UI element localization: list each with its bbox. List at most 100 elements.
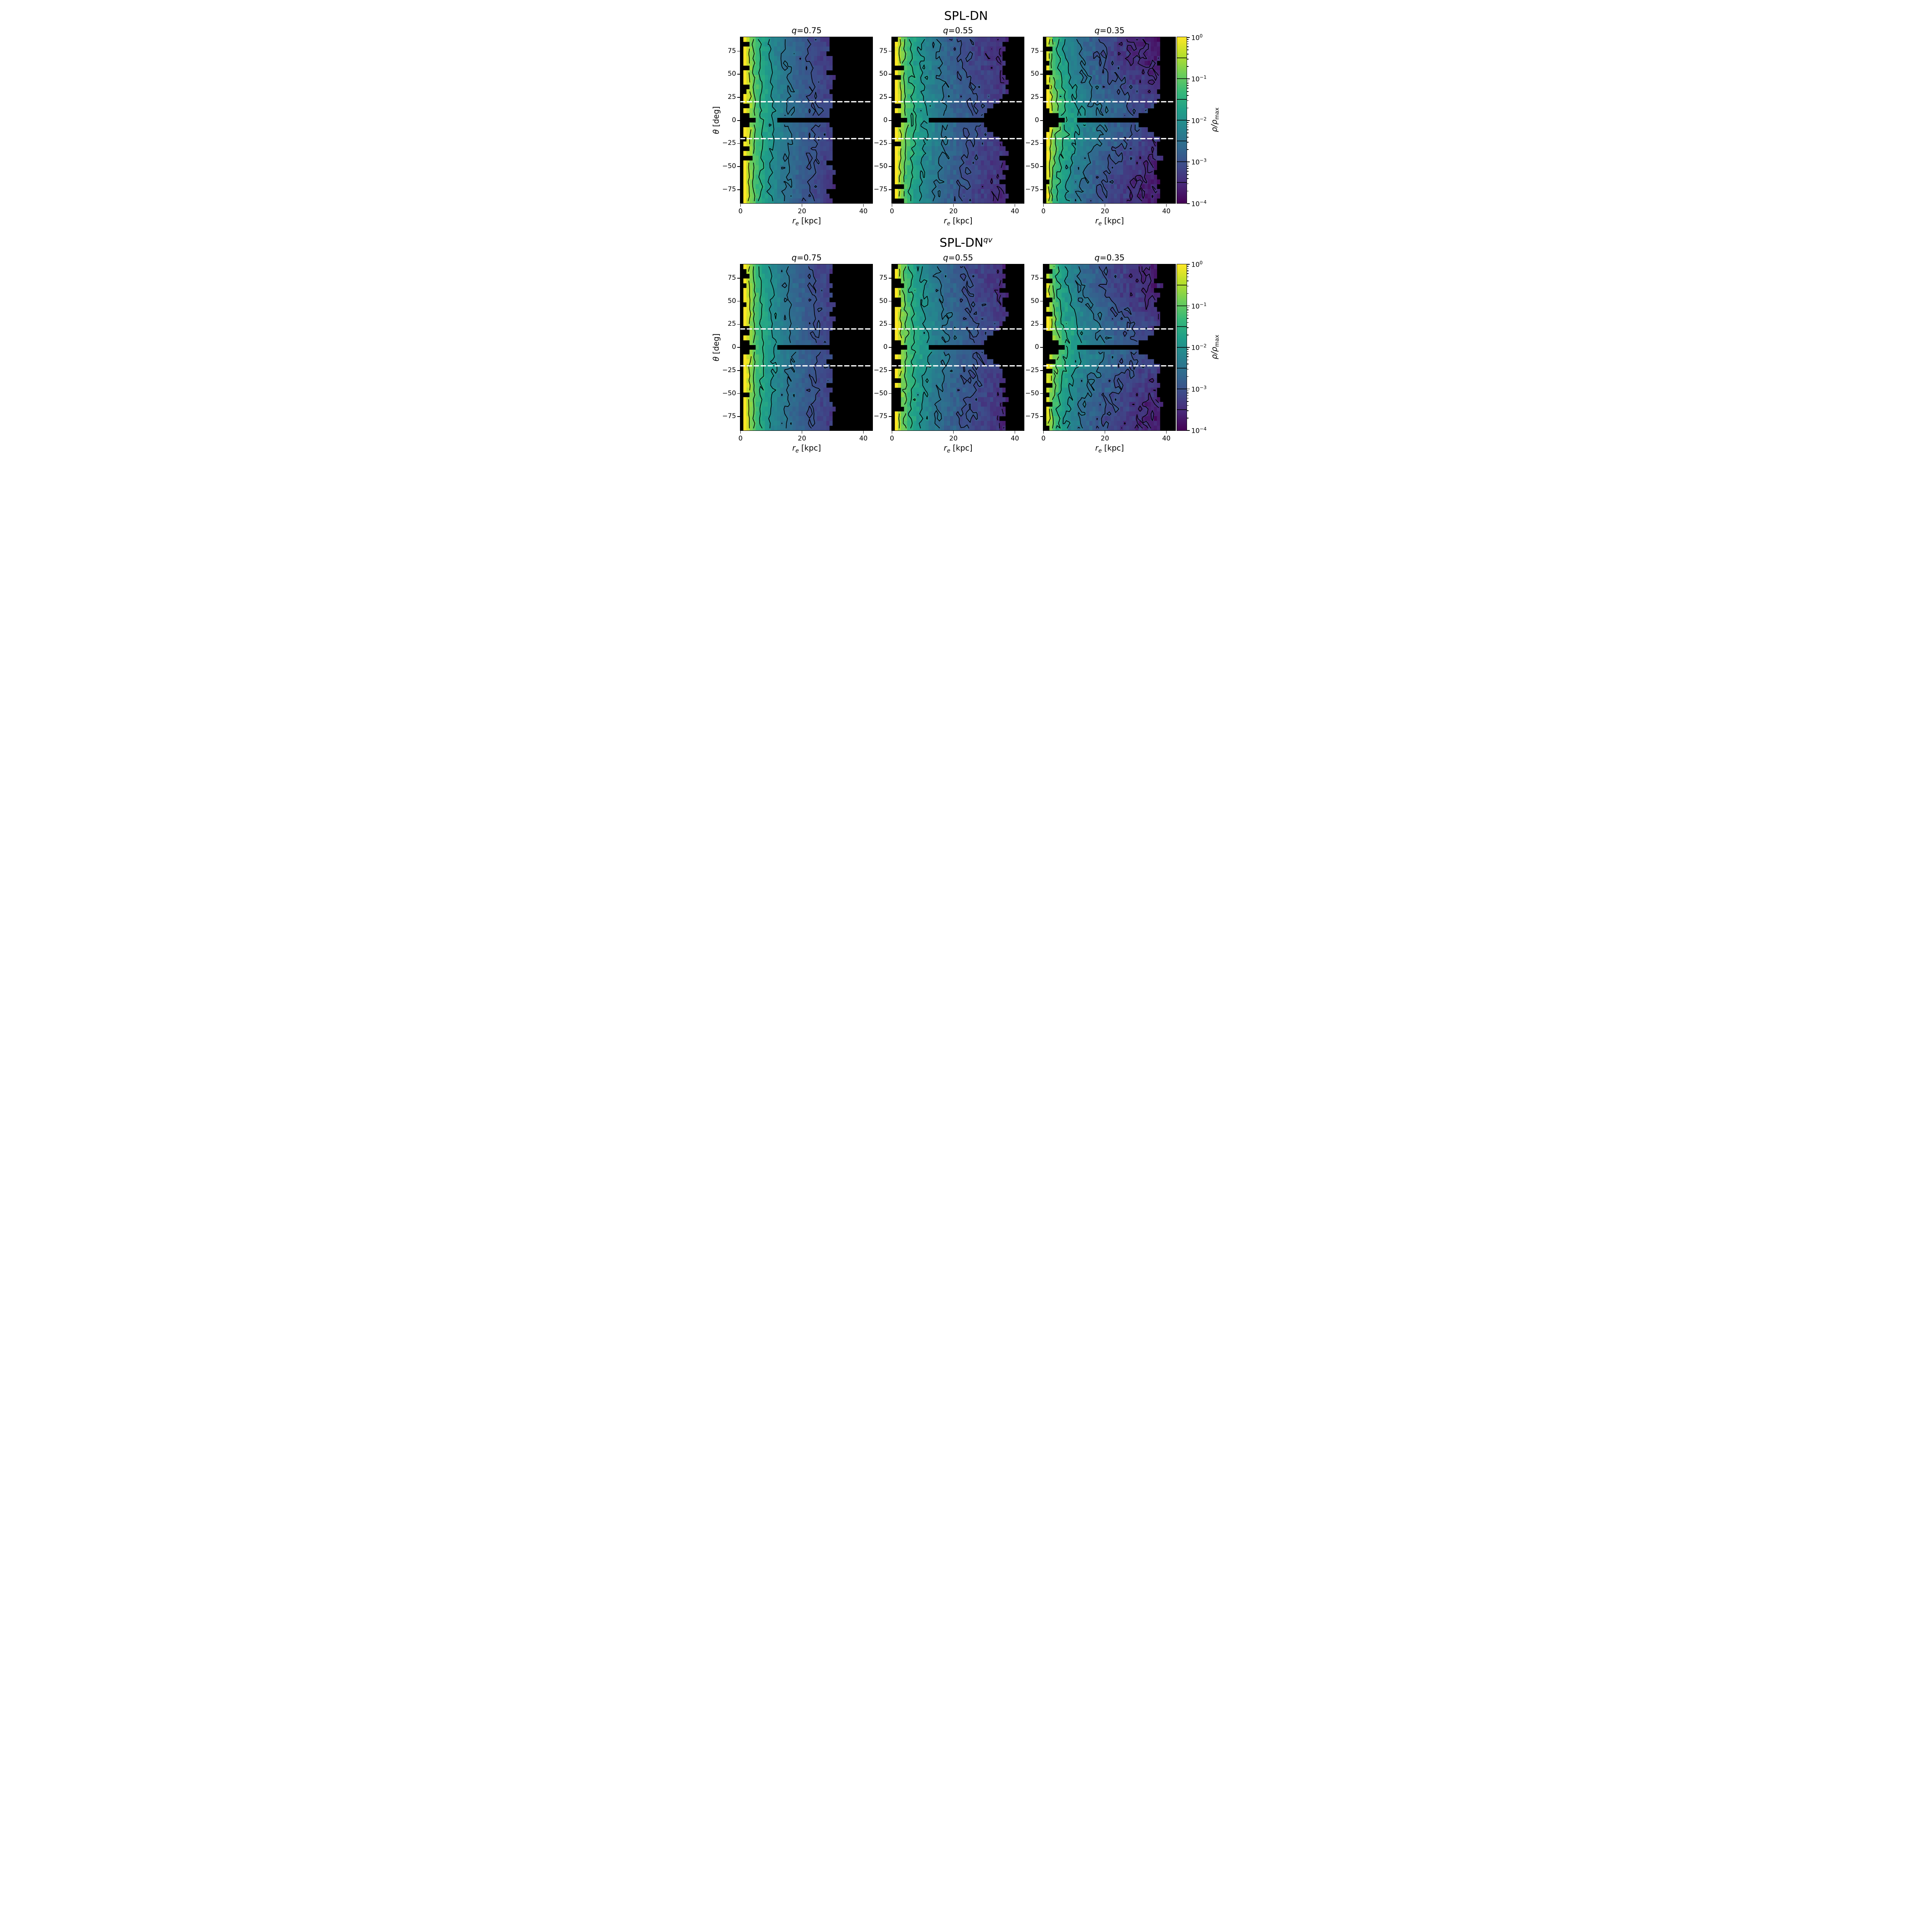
- colorbar-minor-tick-mark: [1187, 136, 1189, 138]
- y-tick-label: −25: [874, 366, 888, 374]
- y-tick-mark: [737, 97, 740, 98]
- panel-title-var: q: [1094, 253, 1100, 262]
- figure-row-top: SPL-DN θ [deg] q=0.75 75 50 25 0 −25 −50 −75 0 20…: [692, 9, 1240, 229]
- y-tick-label: −25: [722, 139, 736, 147]
- panel-title-var: q: [791, 26, 797, 36]
- colorbar-minor-tick-mark: [1187, 356, 1189, 357]
- y-tick-label: −75: [1025, 412, 1039, 420]
- y-tick-mark: [889, 324, 891, 325]
- y-tick-mark: [1040, 393, 1043, 394]
- y-axis-unit: [deg]: [711, 106, 721, 130]
- colorbar-tick-exp: 0: [1199, 260, 1203, 266]
- colorbar-minor-tick-mark: [1187, 41, 1189, 42]
- colorbar-tick-exp: −3: [1199, 158, 1207, 163]
- y-tick-label: 50: [728, 297, 736, 305]
- x-tick-mark: [740, 431, 741, 434]
- x-axis-label: re [kpc]: [740, 216, 873, 227]
- x-tick-label: 40: [1162, 207, 1171, 216]
- colorbar-label-sub: max: [1214, 107, 1220, 120]
- colorbar-tick-base: 10: [1191, 303, 1200, 311]
- y-tick-label: 75: [879, 274, 888, 282]
- x-axis-label-sub: e: [947, 221, 951, 227]
- heatmap-panel: q=0.75 75 50 25 0 −25 −50 −75 0 20 40 re [kpc]: [722, 26, 874, 229]
- y-tick-mark: [737, 120, 740, 121]
- colorbar-minor-tick-mark: [1187, 95, 1189, 96]
- colorbar-label: ρ/ρmax: [1209, 264, 1221, 430]
- y-tick-mark: [889, 97, 891, 98]
- x-axis-label-unit: [kpc]: [799, 216, 821, 226]
- y-tick-mark: [1040, 143, 1043, 144]
- colorbar-tick-mark: [1187, 78, 1190, 80]
- y-tick-label: 25: [728, 93, 736, 101]
- y-tick-label: 0: [1035, 343, 1039, 351]
- y-tick-label: 0: [732, 343, 736, 351]
- colorbar-minor-tick-mark: [1187, 315, 1189, 316]
- x-tick-label: 20: [949, 434, 958, 442]
- x-tick-label: 20: [798, 207, 806, 216]
- colorbar-minor-tick-mark: [1187, 369, 1189, 370]
- colorbar-tick-base: 10: [1191, 261, 1200, 269]
- x-tick-label: 40: [1162, 434, 1171, 442]
- colorbar-top: 100 10−1 10−2 10−3 10−4 ρ/ρmax: [1177, 26, 1222, 229]
- x-axis-label-symbol: r: [944, 443, 947, 452]
- y-tick-mark: [737, 278, 740, 279]
- colorbar-tick-base: 10: [1191, 117, 1200, 125]
- y-tick-mark: [1040, 120, 1043, 121]
- panel-title-value: =0.75: [796, 26, 822, 36]
- y-axis-label: θ [deg]: [710, 253, 722, 456]
- y-tick-label: −25: [722, 366, 736, 374]
- y-tick-mark: [1040, 166, 1043, 167]
- x-axis-label: re [kpc]: [1043, 216, 1176, 227]
- y-tick-mark: [737, 166, 740, 167]
- x-tick-label: 40: [859, 434, 868, 442]
- panel-title-value: =0.75: [796, 253, 822, 262]
- colorbar-tick-mark: [1187, 120, 1190, 121]
- y-tick-mark: [1040, 416, 1043, 417]
- x-tick-mark: [1166, 431, 1167, 434]
- colorbar-bottom: 100 10−1 10−2 10−3 10−4 ρ/ρmax: [1177, 253, 1222, 456]
- y-tick-mark: [1040, 278, 1043, 279]
- colorbar-tick-exp: −1: [1199, 301, 1207, 307]
- y-tick-label: 50: [728, 70, 736, 78]
- y-tick-label: 50: [879, 297, 888, 305]
- x-axis-label-sub: e: [1098, 447, 1102, 454]
- colorbar-tick-mark: [1187, 264, 1190, 265]
- y-tick-mark: [737, 301, 740, 302]
- x-axis-label-symbol: r: [1095, 216, 1099, 226]
- y-tick-label: −75: [874, 185, 888, 193]
- y-tick-mark: [737, 393, 740, 394]
- y-tick-label: −50: [874, 162, 888, 170]
- colorbar-minor-tick-mark: [1187, 318, 1189, 319]
- panel-title-value: =0.55: [948, 26, 973, 36]
- colorbar-minor-tick-mark: [1187, 174, 1189, 175]
- colorbar-tick-base: 10: [1191, 386, 1200, 394]
- x-axis-label: re [kpc]: [1043, 443, 1176, 454]
- panels-top: q=0.75 75 50 25 0 −25 −50 −75 0 20 40 re [kpc] q=0.5…: [722, 26, 1177, 229]
- colorbar-minor-tick-mark: [1187, 273, 1189, 274]
- y-tick-mark: [889, 120, 891, 121]
- figure-root: SPL-DN θ [deg] q=0.75 75 50 25 0 −25 −50 −75 0 20…: [692, 0, 1240, 468]
- y-tick-mark: [889, 278, 891, 279]
- y-tick-mark: [737, 51, 740, 52]
- heatmap-canvas: [891, 264, 1024, 431]
- colorbar-minor-tick-mark: [1187, 168, 1189, 169]
- x-axis-label-symbol: r: [1095, 443, 1099, 452]
- heatmap-canvas: [740, 264, 873, 431]
- colorbar-minor-tick-mark: [1187, 149, 1189, 150]
- colorbar-canvas: [1177, 264, 1187, 431]
- colorbar-label: ρ/ρmax: [1209, 37, 1221, 203]
- x-tick-label: 40: [1010, 207, 1019, 216]
- figure-title-bottom: SPL-DNqv: [692, 235, 1240, 250]
- panel-title-var: q: [943, 253, 948, 262]
- colorbar-minor-tick-mark: [1187, 286, 1189, 287]
- colorbar-tick-exp: −2: [1199, 343, 1207, 349]
- colorbar-minor-tick-mark: [1187, 359, 1189, 361]
- y-tick-mark: [889, 393, 891, 394]
- y-tick-mark: [737, 143, 740, 144]
- x-tick-label: 0: [889, 434, 894, 442]
- colorbar-minor-tick-mark: [1187, 349, 1189, 350]
- y-tick-mark: [889, 347, 891, 348]
- x-axis-label: re [kpc]: [740, 443, 873, 454]
- panel-title-var: q: [943, 26, 948, 36]
- colorbar-tick-base: 10: [1191, 200, 1200, 208]
